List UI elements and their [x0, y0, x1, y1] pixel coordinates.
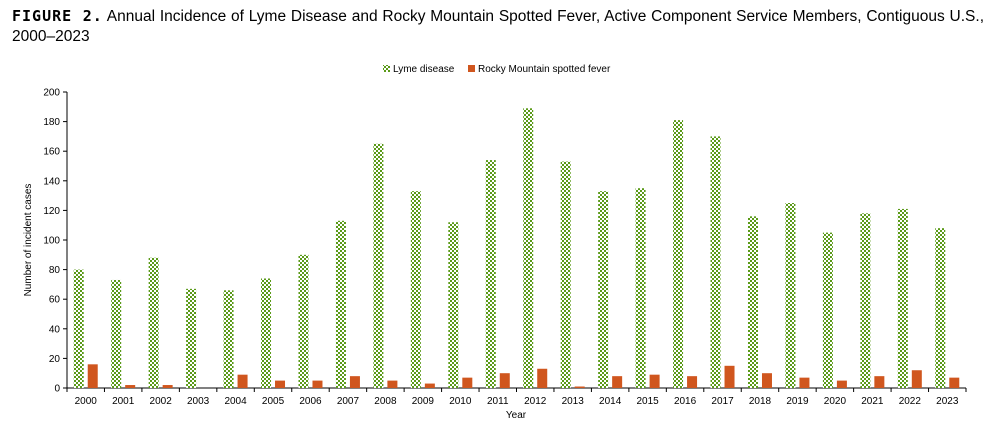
y-tick-label: 200: [43, 88, 60, 99]
y-tick-label: 140: [43, 176, 60, 187]
x-tick-label: 2010: [449, 396, 472, 407]
bar-rocky-mountain-spotted-fever: [349, 376, 360, 388]
y-tick-label: 100: [43, 236, 60, 247]
bar-chart: Lyme disease Rocky Mountain spotted fever…: [23, 64, 967, 421]
y-tick-label: 40: [49, 324, 61, 335]
x-tick-label: 2015: [636, 396, 659, 407]
x-tick-label: 2017: [711, 396, 734, 407]
bar-lyme-disease: [485, 160, 496, 388]
bar-lyme-disease: [373, 143, 384, 388]
bar-rocky-mountain-spotted-fever: [387, 380, 398, 388]
bar-lyme-disease: [523, 108, 534, 388]
x-tick-label: 2001: [112, 396, 135, 407]
x-tick-label: 2012: [524, 396, 547, 407]
bar-lyme-disease: [298, 254, 309, 388]
bar-rocky-mountain-spotted-fever: [724, 365, 735, 388]
bar-rocky-mountain-spotted-fever: [574, 386, 585, 388]
bar-lyme-disease: [73, 269, 84, 388]
bar-lyme-disease: [148, 257, 159, 388]
x-tick-label: 2008: [374, 396, 397, 407]
x-tick-label: 2013: [562, 396, 585, 407]
bar-lyme-disease: [710, 136, 721, 388]
legend-swatch-lyme-disease: [383, 65, 390, 72]
bar-lyme-disease: [935, 228, 946, 388]
bar-lyme-disease: [673, 120, 684, 388]
bar-rocky-mountain-spotted-fever: [874, 376, 885, 388]
y-axis-label: Number of incident cases: [23, 184, 34, 297]
bar-lyme-disease: [223, 290, 234, 388]
figure-caption: FIGURE 2. Annual Incidence of Lyme Disea…: [12, 6, 984, 47]
x-tick-label: 2014: [599, 396, 622, 407]
x-axis-label: Year: [506, 410, 527, 421]
y-tick-label: 160: [43, 147, 60, 158]
bar-lyme-disease: [560, 161, 571, 388]
legend-label-rocky-mountain-spotted-fever: Rocky Mountain spotted fever: [478, 64, 611, 75]
x-tick-label: 2019: [786, 396, 809, 407]
figure-label: FIGURE 2.: [12, 7, 103, 25]
x-tick-label: 2016: [674, 396, 697, 407]
y-tick-label: 180: [43, 117, 60, 128]
x-tick-label: 2002: [150, 396, 173, 407]
bar-rocky-mountain-spotted-fever: [275, 380, 286, 388]
bar-lyme-disease: [448, 222, 459, 388]
y-tick-label: 0: [54, 384, 60, 395]
bar-rocky-mountain-spotted-fever: [237, 374, 248, 388]
bar-rocky-mountain-spotted-fever: [462, 377, 473, 388]
y-tick-label: 120: [43, 206, 60, 217]
x-tick-label: 2011: [487, 396, 509, 407]
bar-lyme-disease: [897, 208, 908, 388]
bar-rocky-mountain-spotted-fever: [836, 380, 847, 388]
bar-rocky-mountain-spotted-fever: [424, 383, 435, 388]
figure-title: Annual Incidence of Lyme Disease and Roc…: [12, 8, 985, 45]
bar-rocky-mountain-spotted-fever: [949, 377, 960, 388]
x-tick-label: 2007: [337, 396, 360, 407]
bar-lyme-disease: [335, 220, 346, 388]
bar-lyme-disease: [635, 188, 646, 388]
x-tick-label: 2004: [224, 396, 247, 407]
x-tick-label: 2020: [824, 396, 847, 407]
bar-lyme-disease: [860, 213, 871, 388]
x-tick-label: 2018: [749, 396, 772, 407]
x-tick-label: 2009: [412, 396, 435, 407]
x-tick-label: 2021: [861, 396, 884, 407]
chart-legend: Lyme disease Rocky Mountain spotted fever: [383, 64, 611, 75]
bar-lyme-disease: [822, 232, 833, 388]
bar-rocky-mountain-spotted-fever: [499, 373, 510, 388]
plot-area: 0 20 40 60 80 100 120 140 160 180 200 2000 2001 2002 2…: [43, 88, 967, 407]
x-tick-label: 2003: [187, 396, 210, 407]
bar-rocky-mountain-spotted-fever: [312, 380, 323, 388]
x-tick-label: 2006: [299, 396, 322, 407]
bar-lyme-disease: [747, 216, 758, 388]
bar-rocky-mountain-spotted-fever: [761, 373, 772, 388]
bar-rocky-mountain-spotted-fever: [125, 385, 136, 388]
bar-lyme-disease: [410, 191, 421, 388]
bar-rocky-mountain-spotted-fever: [537, 368, 548, 388]
bar-rocky-mountain-spotted-fever: [911, 370, 922, 388]
y-tick-label: 20: [49, 354, 61, 365]
bar-lyme-disease: [598, 191, 609, 388]
bar-rocky-mountain-spotted-fever: [612, 376, 623, 388]
legend-swatch-rocky-mountain-spotted-fever: [468, 65, 475, 72]
bar-lyme-disease: [111, 279, 122, 388]
y-tick-label: 80: [49, 265, 61, 276]
x-tick-label: 2000: [75, 396, 98, 407]
legend-label-lyme-disease: Lyme disease: [393, 64, 455, 75]
bar-lyme-disease: [785, 203, 796, 388]
y-tick-label: 60: [49, 295, 61, 306]
bar-rocky-mountain-spotted-fever: [687, 376, 698, 388]
x-tick-label: 2005: [262, 396, 285, 407]
bar-rocky-mountain-spotted-fever: [162, 385, 173, 388]
bar-rocky-mountain-spotted-fever: [649, 374, 660, 388]
x-tick-label: 2023: [936, 396, 959, 407]
bar-rocky-mountain-spotted-fever: [87, 364, 98, 388]
bar-lyme-disease: [186, 288, 197, 388]
bar-lyme-disease: [261, 278, 272, 388]
bar-rocky-mountain-spotted-fever: [799, 377, 810, 388]
x-tick-label: 2022: [899, 396, 922, 407]
